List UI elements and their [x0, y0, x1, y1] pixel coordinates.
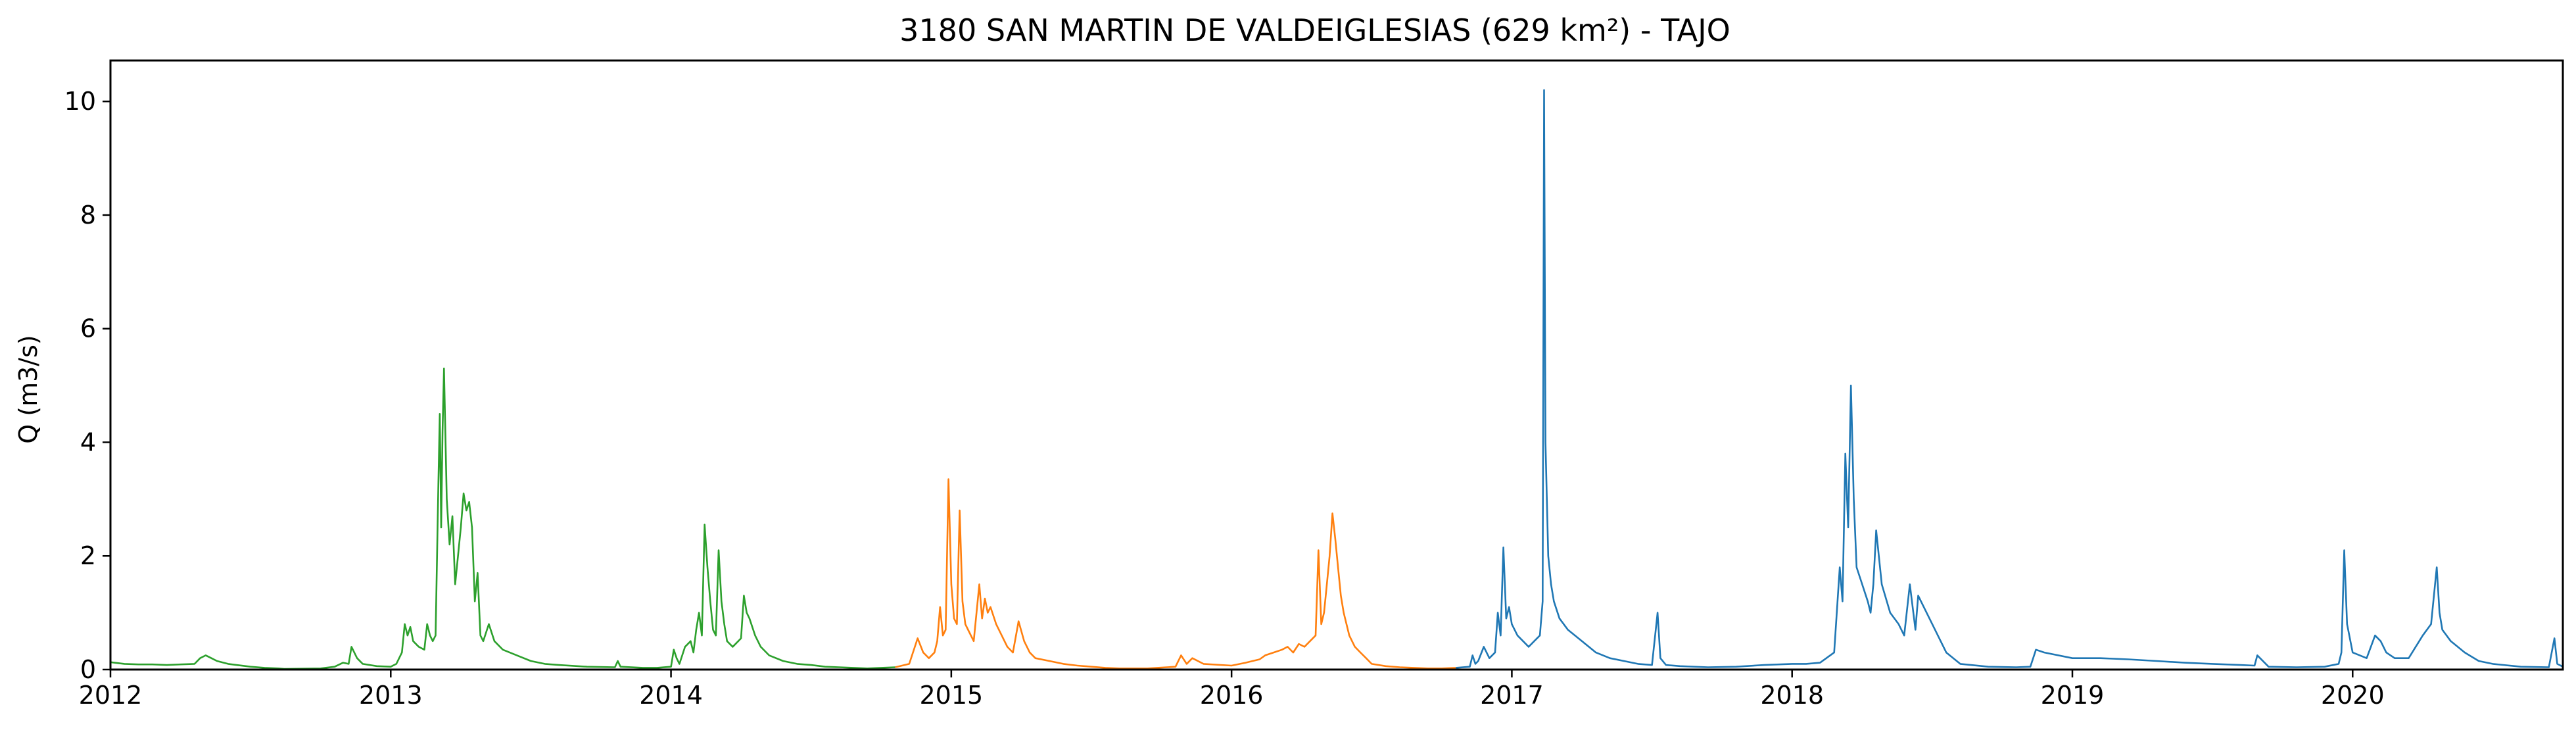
y-axis-ticks: 0 2 4 6 8 10 [64, 87, 110, 684]
series-line-3 [1456, 89, 2564, 669]
series-layer [110, 89, 2564, 670]
x-tick-label: 2019 [2041, 681, 2105, 710]
y-tick-label: 2 [80, 541, 96, 570]
x-tick-label: 2013 [359, 681, 423, 710]
x-tick-label: 2014 [639, 681, 703, 710]
x-tick-label: 2016 [1200, 681, 1264, 710]
series-line-1 [110, 367, 895, 670]
y-tick-label: 4 [80, 428, 96, 456]
y-tick-label: 6 [80, 314, 96, 343]
y-tick-label: 0 [80, 655, 96, 684]
y-tick-label: 10 [64, 87, 96, 116]
y-axis-label: Q (m3/s) [14, 335, 43, 443]
x-tick-label: 2012 [79, 681, 143, 710]
x-tick-label: 2015 [919, 681, 983, 710]
y-tick-label: 8 [80, 201, 96, 230]
chart-title: 3180 SAN MARTIN DE VALDEIGLESIAS (629 km… [899, 12, 1730, 48]
plot-frame [109, 59, 2564, 671]
x-tick-label: 2018 [1760, 681, 1824, 710]
x-tick-label: 2020 [2321, 681, 2385, 710]
x-tick-label: 2017 [1480, 681, 1544, 710]
x-axis-ticks: 2012 2013 2014 2015 2016 2017 2018 2019 2020 [79, 670, 2385, 710]
series-line-2 [895, 478, 1456, 670]
